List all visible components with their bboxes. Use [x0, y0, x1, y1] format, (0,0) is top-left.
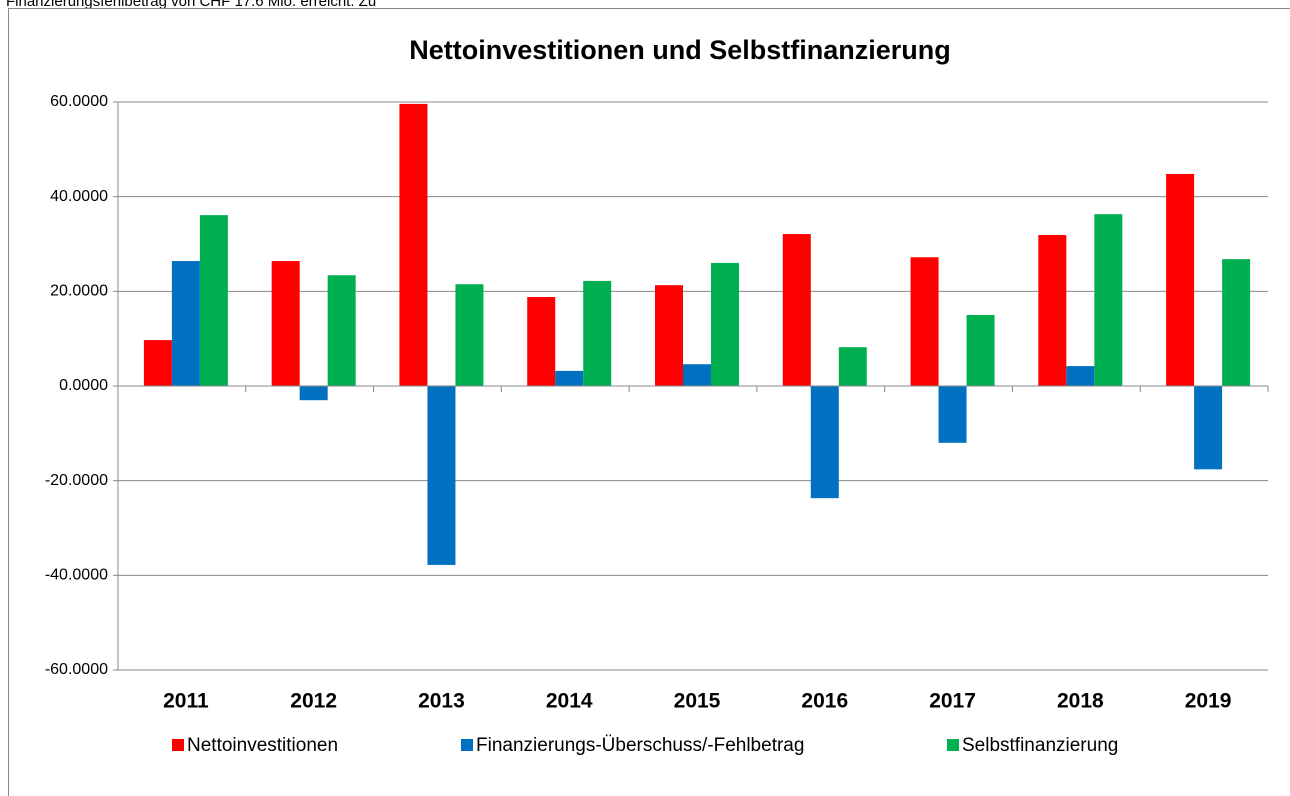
bar: [327, 275, 356, 386]
x-tick-label: 2013: [418, 690, 465, 713]
x-tick-label: 2019: [1185, 690, 1232, 713]
bar: [683, 364, 711, 386]
y-tick-label: 60.0000: [50, 93, 108, 110]
x-tick-label: 2014: [546, 690, 593, 713]
bar: [938, 386, 967, 443]
header-text: Finanzierungsfehlbetrag von CHF 17.6 Mio…: [6, 0, 376, 10]
legend-swatch: [172, 739, 184, 751]
x-tick-label: 2018: [1057, 690, 1104, 713]
bar: [399, 103, 428, 386]
bar: [910, 257, 939, 386]
x-tick-label: 2015: [674, 690, 721, 713]
legend-swatch: [947, 739, 959, 751]
legend-label: Finanzierungs-Überschuss/-Fehlbetrag: [476, 735, 804, 756]
bar: [171, 261, 200, 386]
x-tick-label: 2016: [801, 690, 848, 713]
legend-label: Selbstfinanzierung: [962, 735, 1118, 756]
x-tick-label: 2011: [163, 690, 209, 713]
legend-label: Nettoinvestitionen: [187, 735, 338, 756]
bar: [555, 370, 584, 386]
y-tick-label: 20.0000: [50, 283, 108, 300]
y-tick-label: -60.0000: [45, 661, 108, 678]
chart-title: Nettoinvestitionen und Selbstfinanzierun…: [409, 35, 951, 65]
x-tick-label: 2017: [929, 690, 976, 713]
bar: [711, 262, 739, 386]
x-tick-label: 2012: [290, 690, 337, 713]
bar: [838, 347, 867, 386]
chart-frame: [8, 8, 1290, 796]
bar: [1066, 366, 1095, 386]
y-tick-label: -40.0000: [45, 567, 108, 584]
bar: [583, 280, 612, 386]
bar: [1222, 259, 1251, 386]
bar: [1194, 386, 1223, 470]
bar: [1166, 173, 1195, 386]
bar: [810, 386, 839, 499]
bar: [427, 386, 456, 565]
bar: [271, 261, 300, 386]
bar: [1094, 214, 1123, 386]
bar: [199, 215, 228, 386]
y-tick-label: -20.0000: [45, 472, 108, 489]
bar: [782, 234, 811, 386]
bar: [143, 340, 172, 386]
legend-swatch: [461, 739, 473, 751]
y-tick-label: 40.0000: [50, 188, 108, 205]
bar: [527, 297, 556, 386]
bar: [299, 386, 328, 401]
bar: [1038, 235, 1067, 386]
bar: [655, 285, 683, 386]
bar: [455, 284, 484, 386]
bar: [966, 315, 995, 386]
y-tick-label: 0.0000: [59, 377, 108, 394]
